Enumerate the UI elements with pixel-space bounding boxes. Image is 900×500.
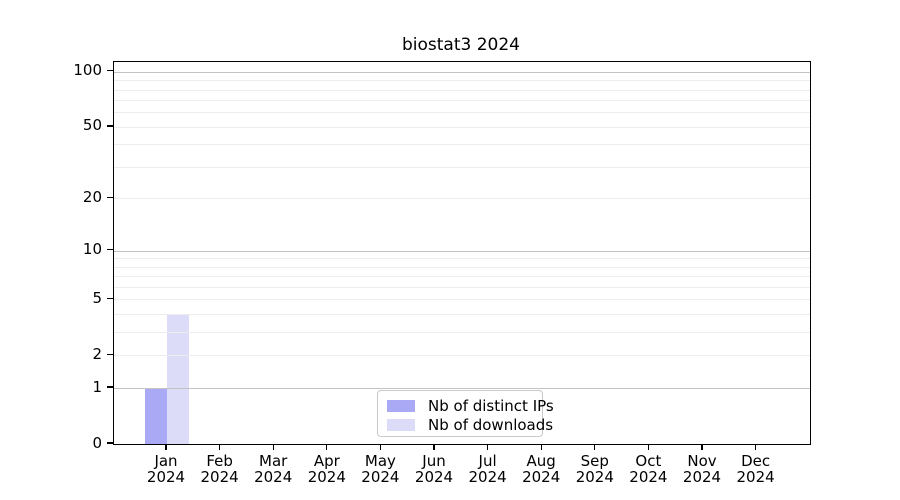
minor-gridline xyxy=(114,266,810,268)
y-tick-label: 2 xyxy=(92,344,102,363)
major-gridline xyxy=(114,250,810,252)
y-tick-label: 5 xyxy=(92,288,102,307)
legend-swatch xyxy=(387,399,415,412)
minor-gridline xyxy=(114,276,810,278)
minor-gridline xyxy=(114,198,810,200)
minor-gridline xyxy=(114,258,810,260)
x-tick-year: 2024 xyxy=(200,468,239,486)
y-tick-label: 50 xyxy=(82,116,102,135)
x-tick-label: Aug 2024 xyxy=(506,453,576,485)
x-tick-month: May xyxy=(364,452,396,470)
minor-gridline xyxy=(114,100,810,102)
x-tick-month: Jul xyxy=(478,452,497,470)
y-tick-mark xyxy=(107,70,113,72)
x-tick-month: Jan xyxy=(154,452,178,470)
x-tick-mark xyxy=(701,444,703,450)
major-gridline xyxy=(114,71,810,73)
x-tick-month: Apr xyxy=(313,452,340,470)
minor-gridline xyxy=(114,80,810,82)
minor-gridline xyxy=(114,144,810,146)
x-tick-label: Apr 2024 xyxy=(292,453,362,485)
legend-item: Nb of distinct IPs xyxy=(387,396,554,415)
y-tick-mark xyxy=(107,125,113,127)
x-tick-year: 2024 xyxy=(575,468,614,486)
x-tick-year: 2024 xyxy=(146,468,186,486)
x-tick-label: Jan 2024 xyxy=(131,453,201,485)
bar-distinct-ips xyxy=(145,388,167,444)
legend: Nb of distinct IPs Nb of downloads xyxy=(377,390,554,437)
x-tick-month: Nov xyxy=(687,452,717,470)
x-tick-label: Feb 2024 xyxy=(185,453,255,485)
y-tick-label: 20 xyxy=(82,187,102,206)
x-tick-mark xyxy=(540,444,542,450)
legend-item-label: Nb of distinct IPs xyxy=(428,396,554,415)
x-tick-mark xyxy=(272,444,274,450)
x-tick-month: Mar xyxy=(259,452,288,470)
y-tick-label: 10 xyxy=(82,240,102,259)
y-tick-mark xyxy=(107,386,113,388)
x-tick-month: Dec xyxy=(741,452,771,470)
x-tick-year: 2024 xyxy=(361,468,400,486)
plot-area xyxy=(113,61,811,445)
minor-gridline xyxy=(114,299,810,301)
x-tick-label: Nov 2024 xyxy=(667,453,737,485)
legend-item-label: Nb of downloads xyxy=(428,415,554,434)
x-tick-label: Dec 2024 xyxy=(721,453,791,485)
x-tick-month: Feb xyxy=(206,452,233,470)
x-tick-mark xyxy=(218,444,221,450)
x-tick-month: Sep xyxy=(580,452,609,470)
x-tick-year: 2024 xyxy=(307,468,346,486)
minor-gridline xyxy=(114,332,810,334)
x-tick-year: 2024 xyxy=(629,468,668,486)
y-tick-mark xyxy=(107,353,113,356)
x-tick-year: 2024 xyxy=(736,468,775,486)
x-tick-mark xyxy=(379,444,382,450)
minor-gridline xyxy=(114,355,810,357)
x-tick-label: Mar 2024 xyxy=(238,453,308,485)
y-tick-label: 100 xyxy=(73,61,102,80)
y-tick-label: 0 xyxy=(92,433,102,452)
y-tick-mark xyxy=(107,196,113,199)
bar-downloads xyxy=(167,314,189,444)
x-tick-year: 2024 xyxy=(468,468,507,486)
x-tick-year: 2024 xyxy=(682,468,722,486)
x-tick-month: Jun xyxy=(422,452,446,470)
x-tick-mark xyxy=(754,444,757,450)
x-tick-mark xyxy=(594,444,596,450)
minor-gridline xyxy=(114,314,810,316)
x-tick-year: 2024 xyxy=(254,468,293,486)
minor-gridline xyxy=(114,112,810,114)
y-tick-label: 1 xyxy=(92,377,102,396)
x-tick-month: Aug xyxy=(526,452,556,470)
minor-gridline xyxy=(114,167,810,169)
y-tick-mark xyxy=(107,248,113,251)
x-tick-mark xyxy=(647,444,650,450)
x-tick-month: Oct xyxy=(635,452,662,470)
major-gridline xyxy=(114,388,810,390)
legend-item: Nb of downloads xyxy=(387,415,553,434)
x-tick-label: Jul 2024 xyxy=(453,453,523,485)
minor-gridline xyxy=(114,126,810,128)
minor-gridline xyxy=(114,89,810,91)
legend-swatch xyxy=(387,418,415,431)
minor-gridline xyxy=(114,287,810,289)
y-tick-mark xyxy=(107,442,113,444)
x-tick-year: 2024 xyxy=(414,468,454,486)
x-tick-mark xyxy=(486,444,489,450)
chart-title: biostat3 2024 xyxy=(401,35,520,55)
y-tick-mark xyxy=(107,297,113,300)
x-tick-label: Oct 2024 xyxy=(613,453,683,485)
x-tick-label: Jun 2024 xyxy=(399,453,469,485)
x-tick-year: 2024 xyxy=(522,468,561,486)
x-tick-label: May 2024 xyxy=(345,453,415,485)
x-tick-mark xyxy=(165,444,167,450)
x-tick-label: Sep 2024 xyxy=(560,453,630,485)
x-tick-mark xyxy=(433,444,435,450)
x-tick-mark xyxy=(326,444,328,450)
